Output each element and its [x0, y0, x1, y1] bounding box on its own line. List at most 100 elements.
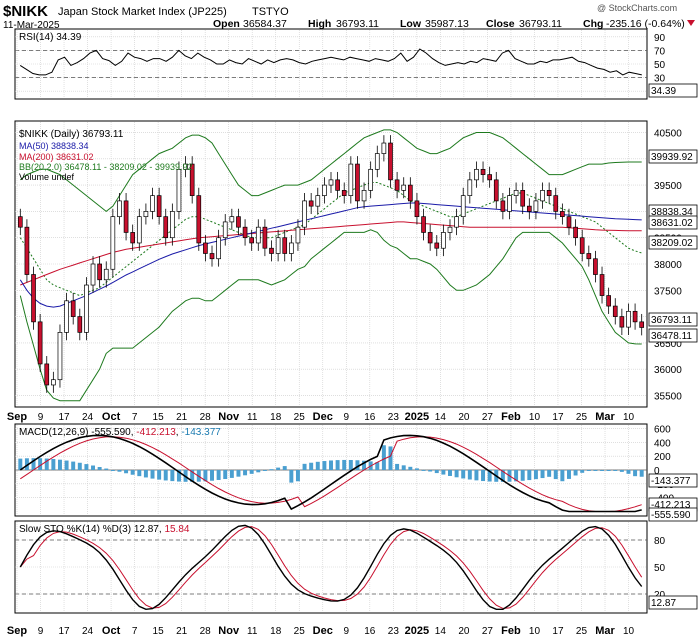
- macd-legend-sep1: ,: [131, 427, 137, 438]
- x-axis-label-bottom-4: Oct: [102, 625, 121, 637]
- x-axis-label-11: 18: [270, 412, 282, 423]
- macd-hist-bar-16: [124, 470, 129, 474]
- macd-hist-bar-35: [249, 470, 254, 474]
- x-axis-label-8: 28: [200, 412, 212, 423]
- x-axis-label-6: 15: [153, 412, 165, 423]
- price-legend: $NIKK (Daily) 36793.11: [19, 129, 124, 140]
- candle-body-55: [381, 142, 387, 154]
- macd-hist-bar-28: [203, 470, 208, 482]
- macd-hist-bar-29: [210, 470, 214, 481]
- macd-hist-bar-76: [520, 470, 525, 481]
- candle-body-50: [348, 163, 354, 196]
- candle-body-44: [308, 200, 314, 207]
- macd-hist-bar-70: [481, 470, 486, 482]
- x-axis-label-19: 20: [458, 412, 470, 423]
- x-axis-label-15: 16: [364, 412, 376, 423]
- macd-hist-bar-17: [130, 470, 135, 475]
- macd-hist-bar-90: [613, 470, 618, 471]
- macd-tick-label-2: 0: [654, 466, 660, 477]
- macd-hist-bar-14: [110, 470, 115, 471]
- macd-hist-bar-55: [381, 445, 386, 470]
- axis-labels: 1030507090355003600036500370003750038000…: [7, 33, 698, 637]
- macd-hist-bar-93: [633, 470, 638, 477]
- macd-line: [19, 434, 642, 513]
- macd-hist-bar-34: [243, 470, 248, 476]
- candle-body-2: [31, 274, 36, 323]
- macd-hist-bar-48: [335, 460, 340, 470]
- macd-hist-bar-45: [315, 461, 320, 470]
- candle-body-67: [460, 195, 466, 218]
- x-axis-label-bottom-20: 27: [482, 626, 494, 637]
- candle-body-28: [203, 242, 208, 254]
- rsi-tick-label-1: 30: [654, 74, 666, 85]
- x-axis-label-bottom-19: 20: [458, 626, 470, 637]
- candle-body-13: [103, 268, 109, 281]
- macd-hist-bar-88: [600, 470, 605, 471]
- x-axis-label-bottom-6: 15: [153, 626, 165, 637]
- macd-hist-bar-21: [157, 470, 162, 480]
- macd-hist-bar-94: [639, 470, 644, 477]
- close-value: 36793.11: [519, 18, 562, 30]
- macd-hist-bar-23: [170, 470, 175, 482]
- macd-hist-bar-7: [64, 460, 69, 470]
- price-badge-2: 38631.02: [651, 218, 693, 229]
- macd-hist-bar-8: [71, 461, 76, 470]
- macd-hist-bar-11: [91, 465, 96, 470]
- x-axis-label-bottom-0: Sep: [7, 625, 27, 637]
- candle-body-8: [70, 300, 76, 317]
- candle-body-58: [401, 184, 407, 191]
- macd-hist-bar-78: [533, 470, 538, 480]
- macd-hist-bar-68: [467, 470, 472, 480]
- x-axis-label-26: 10: [623, 412, 635, 423]
- candle-body-87: [593, 258, 598, 275]
- price-tick-label-2: 36500: [654, 339, 682, 350]
- macd-hist-bar-43: [302, 463, 307, 470]
- candle-body-14: [110, 216, 116, 270]
- macd-hist-bar-77: [527, 470, 532, 481]
- low-label: Low: [400, 18, 422, 30]
- candle-body-59: [407, 184, 413, 202]
- macd-hist-bar-59: [408, 466, 413, 470]
- candle-body-11: [90, 263, 96, 286]
- candle-body-39: [275, 237, 281, 254]
- macd-hist-bar-31: [223, 470, 228, 480]
- candle-body-21: [156, 195, 162, 218]
- candle-body-53: [368, 168, 373, 191]
- candle-body-92: [626, 310, 631, 328]
- candle-body-65: [447, 226, 453, 233]
- macd-hist-bar-40: [282, 466, 287, 470]
- macd-hist-bar-26: [190, 470, 195, 482]
- macd-badge-0: -143.377: [651, 476, 691, 487]
- x-axis-label-25: Mar: [595, 411, 615, 423]
- candle-body-77: [526, 205, 532, 212]
- x-axis-label-bottom-14: 9: [344, 626, 350, 637]
- bb-upper-line: [19, 129, 642, 213]
- bb-mid-line: [19, 182, 642, 297]
- sto-legend-d: 15.84: [164, 524, 189, 535]
- macd-hist-bar-66: [454, 470, 459, 478]
- macd-hist-bar-63: [434, 470, 439, 474]
- candle-body-20: [150, 195, 155, 212]
- sto-d-line: [19, 526, 643, 609]
- ma50-legend: MA(50) 38838.34: [19, 141, 89, 151]
- sto-series: [19, 524, 643, 611]
- macd-badge-0-bg: [648, 473, 698, 488]
- macd-hist-bar-71: [487, 470, 492, 482]
- x-axis-label-3: 24: [82, 412, 94, 423]
- x-axis-label-0: Sep: [7, 411, 27, 423]
- x-axis-label-bottom-9: Nov: [218, 625, 240, 637]
- macd-badge-1: -412.213: [651, 500, 691, 511]
- candle-body-17: [130, 232, 136, 244]
- x-axis-label-bottom-2: 17: [58, 626, 70, 637]
- macd-hist-bar-36: [256, 470, 261, 473]
- macd-hist-bar-91: [619, 470, 624, 472]
- x-axis-label-14: 9: [344, 412, 350, 423]
- candle-body-64: [441, 232, 446, 249]
- macd-hist-bar-85: [580, 470, 585, 473]
- macd-signal-line: [20, 436, 642, 512]
- exchange: TSTYO: [252, 6, 289, 18]
- x-axis-label-5: 7: [132, 412, 138, 423]
- chg-label: Chg: [583, 18, 603, 30]
